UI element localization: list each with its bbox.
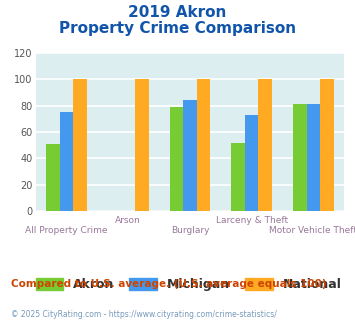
Legend: Akron, Michigan, National: Akron, Michigan, National <box>36 278 342 291</box>
Text: Motor Vehicle Theft: Motor Vehicle Theft <box>269 226 355 235</box>
Bar <box>245 115 258 211</box>
Bar <box>258 79 272 211</box>
Bar <box>307 104 320 211</box>
Text: Arson: Arson <box>115 216 141 225</box>
Text: Property Crime Comparison: Property Crime Comparison <box>59 21 296 36</box>
Bar <box>320 79 334 211</box>
Bar <box>197 79 210 211</box>
Text: All Property Crime: All Property Crime <box>25 226 108 235</box>
Text: Larceny & Theft: Larceny & Theft <box>215 216 288 225</box>
Bar <box>60 112 73 211</box>
Bar <box>293 104 307 211</box>
Bar <box>231 143 245 211</box>
Bar <box>183 100 197 211</box>
Text: 2019 Akron: 2019 Akron <box>128 5 227 20</box>
Text: Compared to U.S. average. (U.S. average equals 100): Compared to U.S. average. (U.S. average … <box>11 279 326 289</box>
Text: Burglary: Burglary <box>171 226 209 235</box>
Bar <box>170 107 183 211</box>
Text: © 2025 CityRating.com - https://www.cityrating.com/crime-statistics/: © 2025 CityRating.com - https://www.city… <box>11 310 277 319</box>
Bar <box>73 79 87 211</box>
Bar <box>135 79 148 211</box>
Bar <box>46 144 60 211</box>
